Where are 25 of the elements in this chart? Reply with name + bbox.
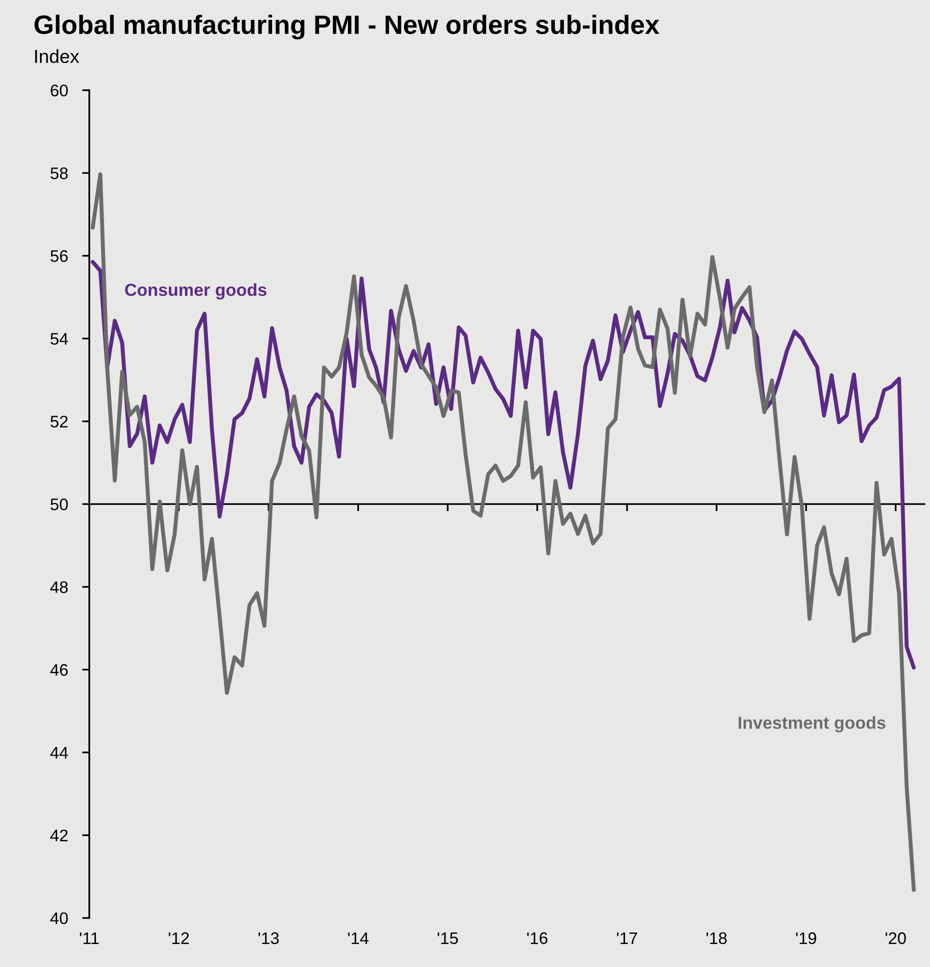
x-tick-label: '15	[438, 932, 458, 944]
y-tick-label: 48	[50, 581, 68, 594]
x-tick-label: '13	[258, 932, 279, 944]
y-tick-label: 54	[50, 333, 68, 345]
x-tick-label: '18	[706, 932, 727, 944]
y-tick-label: 58	[50, 167, 68, 180]
y-tick-label: 44	[50, 746, 68, 758]
x-tick-label: '16	[527, 932, 548, 944]
x-tick-label: '19	[796, 932, 816, 944]
y-tick-label: 50	[50, 498, 68, 510]
x-tick-label: '11	[80, 932, 99, 944]
series-label: Consumer goods	[125, 283, 266, 300]
y-axis-title: Index	[35, 49, 80, 64]
y-tick-label: 52	[50, 416, 68, 428]
x-tick-label: '14	[348, 932, 369, 944]
y-tick-label: 42	[50, 830, 68, 842]
x-tick-label: '17	[617, 932, 638, 944]
y-tick-label: 60	[50, 84, 68, 96]
y-tick-label: 56	[50, 250, 68, 262]
y-tick-label: 46	[50, 664, 68, 676]
chart-title: Global manufacturing PMI - New orders sub-index	[34, 14, 660, 40]
series-label: Investment goods	[738, 716, 886, 732]
x-tick-label: '20	[886, 932, 906, 944]
y-tick-label: 40	[50, 912, 68, 924]
x-tick-label: '12	[168, 932, 189, 944]
